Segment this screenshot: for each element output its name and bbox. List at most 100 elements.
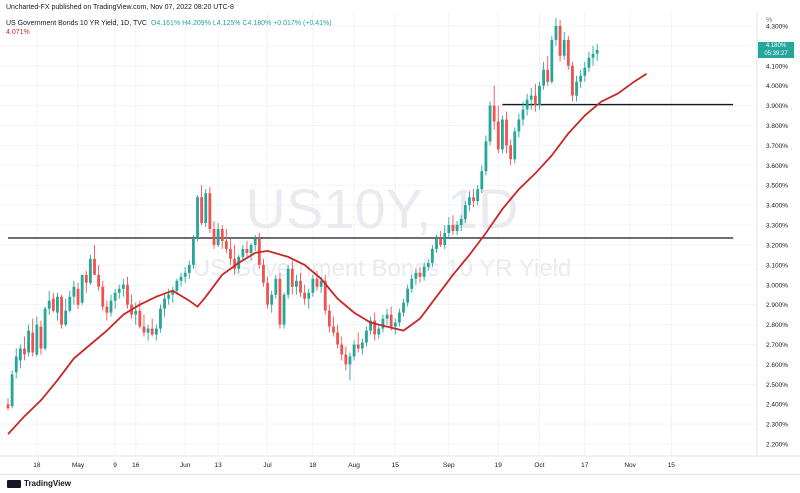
candle-body	[97, 274, 101, 287]
candle	[76, 282, 80, 309]
candle-body	[274, 278, 278, 295]
candle	[430, 244, 434, 267]
candle-body	[150, 328, 154, 335]
candle	[266, 276, 269, 309]
candle-body	[6, 404, 10, 409]
candle-body	[365, 330, 368, 343]
time-tick-label: Oct	[534, 462, 544, 469]
candle	[365, 326, 368, 347]
candle	[6, 398, 10, 411]
candle-body	[245, 248, 249, 253]
candle-body	[208, 193, 212, 230]
candle-body	[196, 197, 199, 239]
candle	[459, 215, 463, 232]
candle-body	[10, 374, 14, 407]
tradingview-logo[interactable]: TradingView	[7, 479, 71, 488]
candle-body	[566, 39, 570, 66]
candle	[64, 298, 68, 327]
last-price: 4.180%	[765, 42, 787, 49]
candle-body	[398, 312, 401, 323]
candle	[27, 324, 30, 357]
price-tick-label: 3.200%	[766, 242, 788, 249]
chart-watermark: US10Y, 1D US Government Bonds 10 YR Yiel…	[193, 177, 571, 282]
candle	[360, 338, 364, 355]
price-tick-label: 2.400%	[766, 402, 788, 409]
time-tick-label: Jun	[180, 462, 191, 469]
candle-body	[344, 354, 348, 365]
symbol-legend[interactable]: US Government Bonds 10 YR Yield, 1D, TVC…	[6, 20, 332, 27]
candle	[109, 294, 113, 317]
price-tick-label: 2.600%	[766, 362, 788, 369]
candle	[286, 264, 290, 299]
candle	[56, 292, 59, 321]
candle	[414, 268, 418, 285]
candle	[550, 35, 554, 84]
candle	[68, 290, 72, 313]
candle	[31, 318, 35, 357]
candle-body	[286, 268, 290, 295]
candle	[97, 264, 101, 291]
time-axis[interactable]: 18 May 9 16 Jun 13 Jul 18 Aug 15 Sep 19 Oct 17 Nov 15	[33, 462, 675, 469]
candle	[307, 288, 311, 309]
candle-body	[492, 105, 496, 122]
candle-body	[105, 306, 109, 313]
candle	[529, 87, 533, 110]
candle	[60, 294, 63, 329]
candle-body	[175, 280, 179, 291]
chart-grid	[0, 12, 757, 456]
candle	[492, 85, 496, 130]
candle	[566, 35, 570, 70]
moving-average-value: 4.071%	[6, 29, 30, 36]
candle	[513, 127, 517, 164]
candle-body	[303, 292, 307, 299]
candle-body	[159, 308, 162, 329]
candle-body	[101, 286, 105, 307]
price-tick-label: 3.700%	[766, 143, 788, 150]
candle	[113, 288, 117, 309]
candle	[142, 314, 146, 337]
candle-body	[113, 292, 117, 301]
candle-body	[418, 272, 422, 277]
candle-body	[142, 326, 146, 333]
candle	[505, 111, 508, 154]
candle-body	[266, 282, 269, 305]
candle-body	[68, 296, 72, 311]
candle-body	[18, 348, 22, 361]
candle-body	[290, 268, 294, 287]
candle-body	[517, 119, 521, 132]
candle-body	[373, 320, 377, 335]
candle-body	[513, 131, 517, 160]
candle	[340, 336, 344, 361]
candle-body	[579, 75, 583, 82]
candle-body	[468, 197, 471, 206]
candle	[216, 223, 220, 247]
candle-body	[14, 356, 18, 373]
candle	[290, 260, 294, 295]
candle	[336, 324, 339, 349]
price-chart[interactable]: US10Y, 1D US Government Bonds 10 YR Yiel…	[0, 0, 800, 474]
candle-body	[529, 95, 533, 100]
candle-body	[187, 264, 191, 273]
candle	[538, 81, 541, 110]
candle	[187, 260, 191, 279]
watermark-symbol: US10Y, 1D	[246, 177, 519, 240]
time-tick-label: 15	[668, 462, 676, 469]
candle-body	[336, 332, 339, 345]
candle-body	[455, 225, 459, 232]
tradingview-logo-icon	[7, 479, 21, 488]
candle	[154, 324, 158, 341]
candle	[389, 306, 393, 331]
candle	[249, 242, 253, 261]
candle	[571, 61, 574, 102]
price-axis[interactable]: 4.300%4.200%4.100%4.000%3.900%3.800%3.70…	[766, 23, 788, 448]
candle-body	[138, 310, 142, 327]
candle	[352, 340, 356, 361]
candle	[51, 292, 55, 313]
candle-body	[476, 189, 480, 202]
price-tick-label: 2.300%	[766, 422, 788, 429]
candle	[245, 240, 249, 257]
candle	[295, 274, 298, 295]
symbol-title: US Government Bonds 10 YR Yield, 1D, TVC	[6, 20, 147, 27]
candle-body	[389, 314, 393, 327]
candle	[299, 272, 302, 297]
